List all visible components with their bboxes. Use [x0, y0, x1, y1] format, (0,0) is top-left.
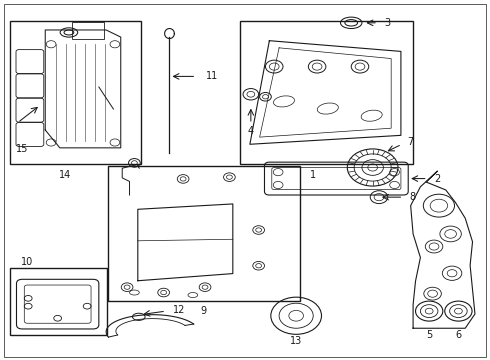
Text: 4: 4: [248, 126, 254, 136]
Text: 3: 3: [384, 18, 391, 28]
Text: 2: 2: [434, 174, 441, 184]
Text: 13: 13: [290, 336, 302, 346]
Text: 5: 5: [426, 330, 432, 341]
Bar: [10, 268, 107, 336]
Bar: [72, 22, 104, 39]
Text: 1: 1: [310, 170, 316, 180]
Text: 12: 12: [173, 305, 185, 315]
Text: 6: 6: [455, 330, 462, 341]
Bar: [108, 166, 300, 301]
Text: 14: 14: [59, 170, 71, 180]
Text: 15: 15: [16, 144, 28, 154]
Bar: [10, 21, 141, 164]
Text: 11: 11: [206, 71, 218, 81]
Text: 10: 10: [21, 257, 33, 267]
Bar: [240, 21, 413, 164]
Text: 8: 8: [410, 192, 416, 202]
Text: 7: 7: [407, 138, 413, 148]
Text: 9: 9: [201, 306, 207, 316]
